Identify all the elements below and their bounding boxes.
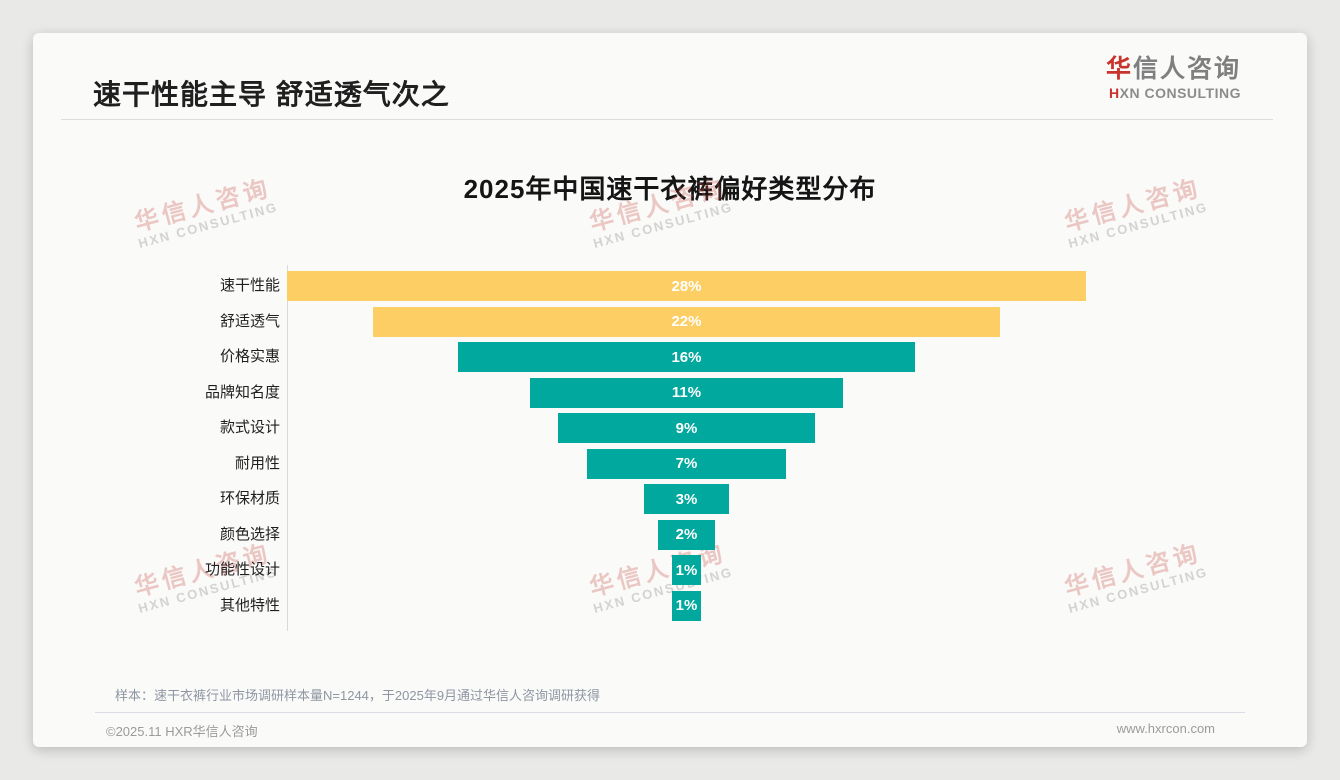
report-card: 速干性能主导 舒适透气次之 华信人咨询 HXN CONSULTING 华信人咨询… [33,33,1307,747]
funnel-row: 价格实惠 16% [33,342,1307,372]
page-title: 速干性能主导 舒适透气次之 [93,79,450,110]
category-label: 环保材质 [219,490,280,507]
category-label: 速干性能 [219,277,280,294]
bar-value-label: 16% [671,348,702,366]
bar-value-label: 1% [675,561,698,579]
funnel-row: 环保材质 3% [33,484,1307,514]
funnel-row: 耐用性 7% [33,448,1307,479]
bar-value-label: 3% [675,490,698,508]
bar-value-label: 2% [675,526,698,543]
funnel-bar: 1% [672,555,701,585]
funnel-bar: 9% [558,413,815,443]
footer-divider [95,712,1245,713]
logo-en-accent: H [1109,84,1120,101]
logo-cn-accent: 华 [1105,55,1133,83]
category-label: 功能性设计 [204,561,280,578]
category-label: 品牌知名度 [204,383,280,401]
funnel-bar: 7% [586,448,787,479]
bar-value-label: 28% [671,277,702,295]
funnel-chart: 速干性能 28% 舒适透气 22% 价格实惠 16% 品牌知名度 11% 款式设计 9% 耐用性 7%… [33,265,1307,656]
funnel-row: 品牌知名度 11% [33,377,1307,408]
website-url: www.hxrcon.com [1116,721,1215,736]
funnel-row: 其他特性 1% [33,590,1307,621]
bar-track: 2% [287,519,1086,550]
chart-title: 2025年中国速干衣裤偏好类型分布 [463,174,877,204]
category-label: 款式设计 [219,419,280,436]
logo-english-name: HXN CONSULTING [1106,85,1241,101]
bar-value-label: 22% [671,313,702,330]
copyright-text: ©2025.11 HXR华信人咨询 [106,724,258,739]
category-label: 颜色选择 [219,525,280,543]
bar-track: 22% [287,306,1086,337]
bar-track: 3% [287,484,1086,514]
category-label: 耐用性 [234,454,280,472]
y-axis-line [287,265,288,631]
sample-note: 样本：速干衣裤行业市场调研样本量N=1244，于2025年9月通过华信人咨询调研… [115,688,601,703]
category-label: 舒适透气 [219,312,280,330]
bar-track: 7% [287,448,1086,479]
logo-cn-rest: 信人咨询 [1132,55,1241,83]
funnel-bar: 28% [287,271,1086,301]
logo-en-rest: XN CONSULTING [1119,84,1241,101]
funnel-bar: 2% [657,519,716,550]
bar-value-label: 11% [671,384,702,401]
bar-track: 16% [287,342,1086,372]
bar-track: 9% [287,413,1086,443]
funnel-bar: 11% [529,377,844,408]
funnel-row: 舒适透气 22% [33,306,1307,337]
funnel-row: 颜色选择 2% [33,519,1307,550]
funnel-bar: 16% [458,342,915,372]
company-logo: 华信人咨询 HXN CONSULTING [1106,55,1241,101]
funnel-row: 功能性设计 1% [33,555,1307,585]
bar-track: 28% [287,271,1086,301]
category-label: 其他特性 [219,596,280,614]
funnel-bar: 1% [672,590,701,621]
bar-value-label: 9% [675,419,698,437]
funnel-row: 款式设计 9% [33,413,1307,443]
logo-chinese-name: 华信人咨询 [1106,55,1241,84]
bar-track: 1% [287,555,1086,585]
bar-value-label: 1% [675,597,698,614]
funnel-bar: 22% [372,306,1001,337]
funnel-bar: 3% [643,484,730,514]
bar-track: 1% [287,590,1086,621]
header-divider [61,119,1273,120]
bar-track: 11% [287,377,1086,408]
category-label: 价格实惠 [219,348,280,365]
funnel-row: 速干性能 28% [33,271,1307,301]
bar-value-label: 7% [675,455,698,472]
